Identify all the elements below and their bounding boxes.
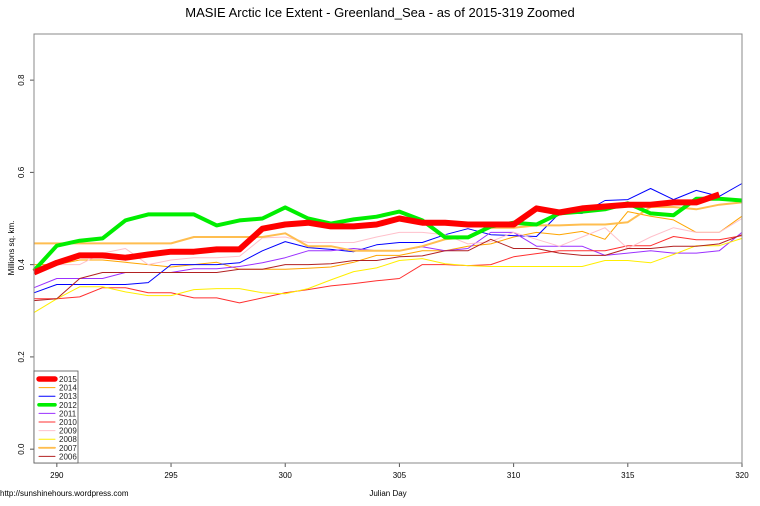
series-line-2010 [34,235,743,304]
legend-label: 2011 [59,409,77,418]
x-tick-label: 290 [50,471,64,480]
plot-frame [33,33,743,464]
x-tick-label: 295 [164,471,178,480]
x-tick-label: 305 [393,471,407,480]
legend-label: 2015 [59,375,77,384]
legend-label: 2006 [59,452,77,461]
y-tick-label: 0.0 [17,443,26,455]
series-line-2006 [33,234,743,302]
chart-title: MASIE Arctic Ice Extent - Greenland_Sea … [185,5,574,20]
series-line-2015 [32,191,721,276]
series-line-2007 [34,201,743,252]
series-line-2013 [33,183,743,294]
legend-label: 2007 [59,444,77,453]
footer-url: http://sunshinehours.wordpress.com [0,489,129,498]
legend-label: 2012 [59,401,77,410]
series-line-2009 [33,218,743,270]
y-tick-label: 0.8 [17,74,26,86]
legend-label: 2014 [59,384,77,393]
y-tick-label: 0.6 [17,166,26,178]
y-tick-label: 0.4 [17,259,26,271]
y-tick-label: 0.2 [17,351,26,363]
y-axis-label: Millions sq. km. [7,221,16,276]
x-tick-label: 310 [507,471,521,480]
x-axis-label: Julian Day [369,489,406,498]
series-line-2008 [33,237,743,314]
x-tick-label: 300 [279,471,293,480]
x-tick-label: 315 [621,471,635,480]
legend-label: 2013 [59,392,77,401]
legend-label: 2009 [59,427,77,436]
x-tick-label: 320 [735,471,749,480]
series-line-2014 [34,211,743,270]
legend-label: 2008 [59,435,77,444]
legend-label: 2010 [59,418,77,427]
